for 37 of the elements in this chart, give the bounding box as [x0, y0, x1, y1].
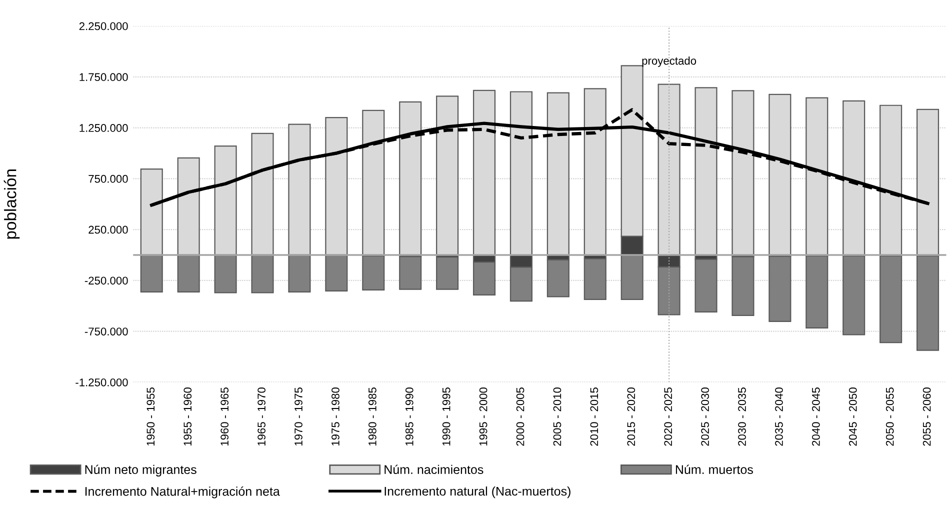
y-tick-label: 250.000	[88, 226, 128, 234]
x-tick-label: 2015 - 2020	[627, 387, 636, 446]
y-tick-label: -750.000	[84, 328, 128, 336]
x-tick-label: 1985 - 1990	[405, 387, 414, 446]
x-tick-label: 2000 - 2005	[516, 388, 524, 446]
y-tick-label: 1.750.000	[80, 73, 128, 82]
x-tick-label: 1980 - 1985	[368, 388, 376, 446]
legend-label: Núm. muertos	[676, 464, 753, 474]
y-tick-label: 750.000	[88, 174, 128, 183]
x-tick-label: 2025 - 2030	[701, 387, 709, 446]
x-tick-label: 1995 - 2000	[479, 387, 488, 446]
legend-label: Núm neto migrantes	[85, 464, 196, 476]
y-tick-label: 2.250.000	[79, 22, 128, 30]
x-tick-label: 2010 - 2015	[590, 388, 598, 446]
y-tick-label: 1.250.000	[80, 124, 128, 132]
legend-label: Núm. nacimientos	[384, 464, 484, 474]
x-tick-label: 1990 - 1995	[442, 388, 450, 446]
x-tick-label: 2045 - 2050	[848, 387, 857, 446]
y-axis-title: población	[4, 170, 20, 239]
x-tick-label: 2005 - 2010	[553, 387, 562, 446]
y-tick-label: -250.000	[84, 276, 128, 285]
x-tick-label: 2040 - 2045	[812, 388, 820, 446]
x-tick-label: 1970 - 1975	[294, 388, 302, 446]
x-tick-label: 1975 - 1980	[332, 387, 340, 446]
x-tick-label: 2030 - 2035	[738, 388, 746, 446]
legend-label: Incremento natural (Nac-muertos)	[384, 486, 570, 498]
x-tick-label: 1965 - 1970	[258, 387, 266, 446]
ref-line-label: proyectado	[642, 56, 696, 67]
x-tick-label: 2055 - 2060	[922, 387, 931, 446]
legend-label: Incremento Natural+migración neta	[85, 486, 280, 498]
x-tick-label: 2050 - 2055	[886, 388, 894, 446]
x-tick-label: 1960 - 1965	[220, 388, 229, 446]
x-tick-label: 2020 - 2025	[664, 388, 672, 446]
x-tick-label: 1955 - 1960	[184, 387, 192, 446]
x-tick-label: 1950 - 1955	[146, 388, 155, 446]
x-tick-label: 2035 - 2040	[775, 387, 783, 446]
y-tick-label: -1.250.000	[76, 378, 128, 386]
